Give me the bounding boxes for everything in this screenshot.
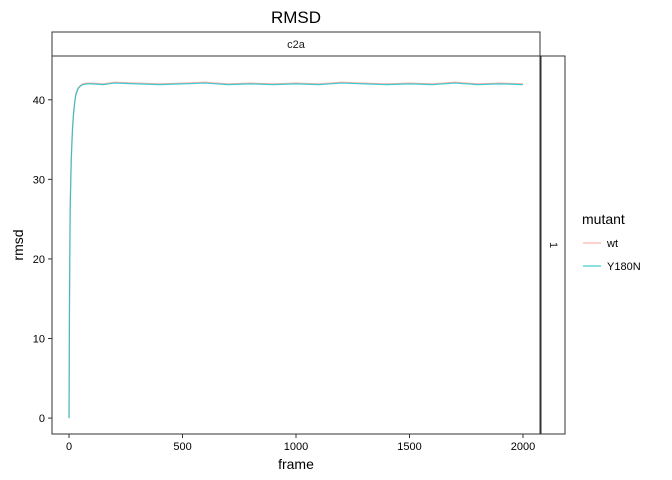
legend-label-y180n: Y180N — [607, 261, 641, 273]
x-tick-label: 1000 — [284, 441, 308, 453]
legend-label-wt: wt — [606, 238, 618, 250]
legend-title: mutant — [582, 211, 625, 227]
y-tick-label: 40 — [33, 95, 45, 107]
x-tick-label: 500 — [173, 441, 191, 453]
y-tick-label: 30 — [33, 174, 45, 186]
facet-strip-top-label: c2a — [287, 39, 306, 51]
plot-panel — [52, 56, 540, 434]
x-tick-label: 2000 — [511, 441, 535, 453]
x-axis-title: frame — [278, 456, 314, 472]
series-layer — [68, 81, 524, 419]
y-tick-label: 10 — [33, 334, 45, 346]
y-tick-label: 0 — [39, 413, 45, 425]
facet-strip-right-label: 1 — [547, 242, 559, 248]
facet-strip-top — [51, 31, 541, 57]
x-axis: 0 500 1000 1500 2000 — [66, 434, 535, 453]
legend: mutant wt Y180N — [582, 211, 641, 273]
facet-strip-right — [540, 55, 566, 435]
y-axis-title: rmsd — [10, 229, 26, 260]
y-tick-label: 20 — [33, 254, 45, 266]
series-line-y180n — [68, 82, 524, 419]
x-tick-label: 0 — [66, 441, 72, 453]
y-axis: 0 10 20 30 40 — [33, 95, 52, 425]
chart-title: RMSD — [271, 8, 321, 27]
x-tick-label: 1500 — [397, 441, 421, 453]
